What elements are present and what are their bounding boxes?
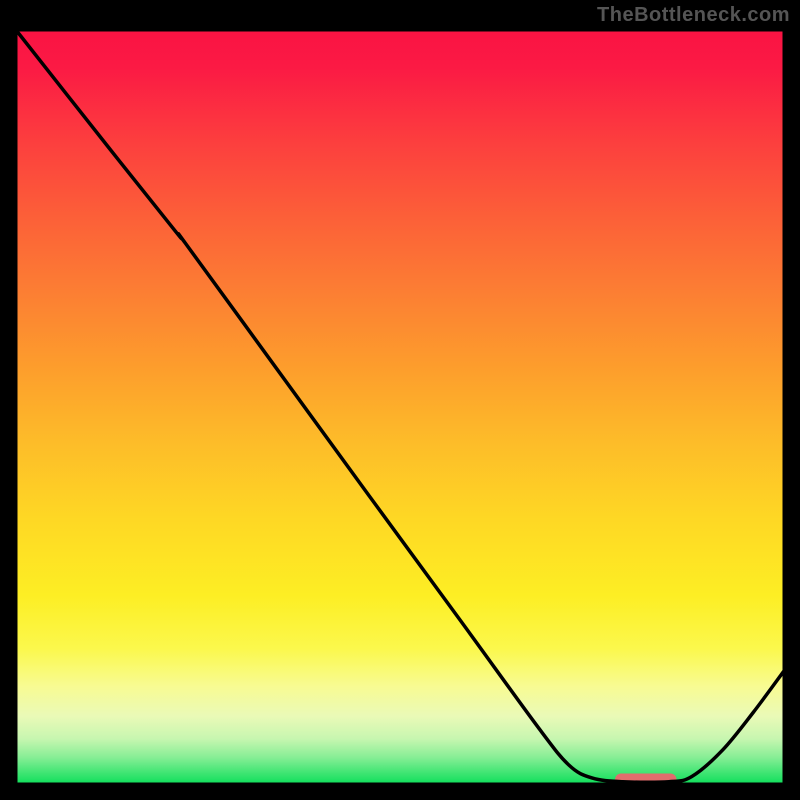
chart-container: TheBottleneck.com [0,0,800,800]
plot-area [16,30,784,789]
gradient-background [16,30,784,784]
bottleneck-chart [0,0,800,800]
watermark-text: TheBottleneck.com [597,4,790,27]
